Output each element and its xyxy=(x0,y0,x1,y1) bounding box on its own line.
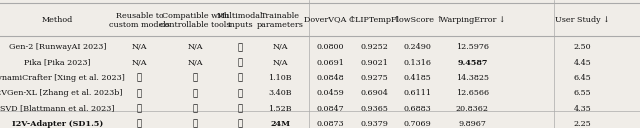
Text: 0.9379: 0.9379 xyxy=(360,120,388,128)
Text: 9.8967: 9.8967 xyxy=(458,120,486,128)
Text: 12.6566: 12.6566 xyxy=(456,89,489,97)
Text: Gen-2 [RunwayAI 2023]: Gen-2 [RunwayAI 2023] xyxy=(9,43,106,51)
Text: N/A: N/A xyxy=(132,43,147,51)
Text: 0.1316: 0.1316 xyxy=(403,59,431,67)
Text: 0.0848: 0.0848 xyxy=(316,74,344,82)
Text: N/A: N/A xyxy=(188,43,203,51)
Text: 12.5976: 12.5976 xyxy=(456,43,489,51)
Text: WarpingError ↓: WarpingError ↓ xyxy=(440,17,505,24)
Text: ✗: ✗ xyxy=(237,104,243,113)
Text: 0.0873: 0.0873 xyxy=(316,120,344,128)
Text: N/A: N/A xyxy=(273,59,288,67)
Text: N/A: N/A xyxy=(273,43,288,51)
Text: Trainable
parameters: Trainable parameters xyxy=(257,12,304,29)
Text: 0.6883: 0.6883 xyxy=(403,105,431,113)
Text: 6.45: 6.45 xyxy=(573,74,591,82)
Text: 0.6111: 0.6111 xyxy=(403,89,431,97)
Text: 0.6904: 0.6904 xyxy=(360,89,388,97)
Text: Method: Method xyxy=(42,17,73,24)
Text: 0.9252: 0.9252 xyxy=(360,43,388,51)
Text: 2.25: 2.25 xyxy=(573,120,591,128)
Text: 0.0800: 0.0800 xyxy=(317,43,344,51)
Text: ✗: ✗ xyxy=(137,104,142,113)
Text: ✗: ✗ xyxy=(193,74,198,83)
Text: DynamiCrafter [Xing et al. 2023]: DynamiCrafter [Xing et al. 2023] xyxy=(0,74,125,82)
Text: Compatible with
controllable tools: Compatible with controllable tools xyxy=(160,12,230,29)
Text: 0.9365: 0.9365 xyxy=(360,105,388,113)
Text: 0.7069: 0.7069 xyxy=(403,120,431,128)
Text: ✓: ✓ xyxy=(237,58,243,67)
Text: 24M: 24M xyxy=(270,120,291,128)
Text: 0.4185: 0.4185 xyxy=(403,74,431,82)
Text: 0.9021: 0.9021 xyxy=(360,59,388,67)
Text: I2V-Adapter (SD1.5): I2V-Adapter (SD1.5) xyxy=(12,120,103,128)
Text: ✗: ✗ xyxy=(137,74,142,83)
Text: ✗: ✗ xyxy=(193,104,198,113)
Text: N/A: N/A xyxy=(188,59,203,67)
Text: ✗: ✗ xyxy=(237,74,243,83)
Text: 3.40B: 3.40B xyxy=(269,89,292,97)
Text: Multimodal
inputs: Multimodal inputs xyxy=(217,12,263,29)
Text: 1.10B: 1.10B xyxy=(269,74,292,82)
Text: ✓: ✓ xyxy=(193,120,198,128)
Text: ✓: ✓ xyxy=(137,120,142,128)
Text: 0.0847: 0.0847 xyxy=(316,105,344,113)
Text: ✗: ✗ xyxy=(193,89,198,98)
Text: Reusable to
custom models: Reusable to custom models xyxy=(109,12,170,29)
Text: Pika [Pika 2023]: Pika [Pika 2023] xyxy=(24,59,91,67)
Text: ✓: ✓ xyxy=(237,120,243,128)
Text: 4.45: 4.45 xyxy=(573,59,591,67)
Text: 14.3825: 14.3825 xyxy=(456,74,489,82)
Text: ✓: ✓ xyxy=(237,89,243,98)
Text: SVD [Blattmann et al. 2023]: SVD [Blattmann et al. 2023] xyxy=(1,105,115,113)
Text: User Study ↓: User Study ↓ xyxy=(555,17,610,24)
Text: 9.4587: 9.4587 xyxy=(457,59,488,67)
Text: N/A: N/A xyxy=(132,59,147,67)
Text: FlowScore ↑: FlowScore ↑ xyxy=(391,17,444,24)
Text: 0.0691: 0.0691 xyxy=(316,59,344,67)
Text: I2VGen-XL [Zhang et al. 2023b]: I2VGen-XL [Zhang et al. 2023b] xyxy=(0,89,122,97)
Text: 6.55: 6.55 xyxy=(573,89,591,97)
Text: 2.50: 2.50 xyxy=(573,43,591,51)
Text: ✗: ✗ xyxy=(137,89,142,98)
Text: DoverVQA ↑: DoverVQA ↑ xyxy=(305,17,356,24)
Text: 20.8362: 20.8362 xyxy=(456,105,489,113)
Text: 4.35: 4.35 xyxy=(573,105,591,113)
Text: 0.0459: 0.0459 xyxy=(316,89,344,97)
Text: ✓: ✓ xyxy=(237,43,243,52)
Text: CLIPTemp ↑: CLIPTemp ↑ xyxy=(349,17,400,24)
Text: 0.9275: 0.9275 xyxy=(360,74,388,82)
Text: 1.52B: 1.52B xyxy=(269,105,292,113)
Text: 0.2490: 0.2490 xyxy=(403,43,431,51)
